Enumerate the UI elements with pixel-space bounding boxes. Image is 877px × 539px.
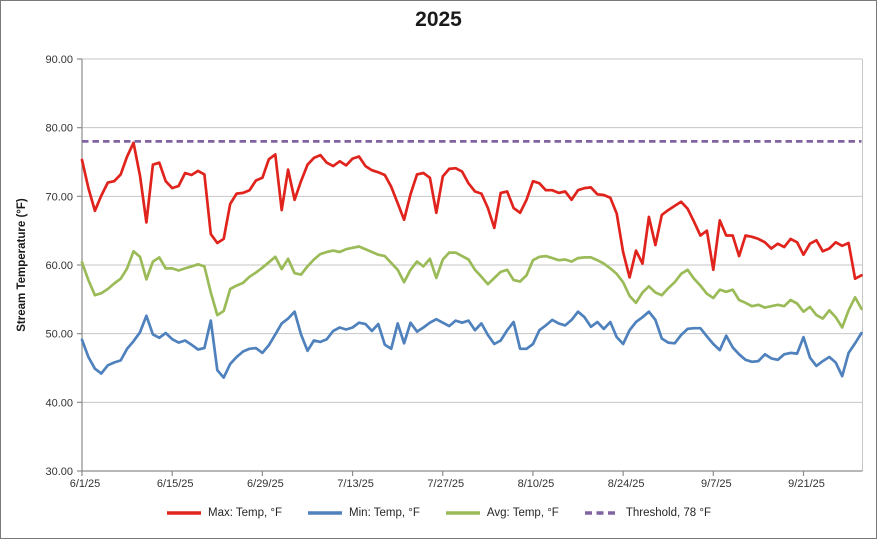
legend-label-3: Threshold, 78 °F xyxy=(625,507,711,519)
x-tick-label: 7/27/25 xyxy=(427,478,464,490)
legend: Max: Temp, °F Min: Temp, °F Avg: Temp, °F T… xyxy=(1,507,876,519)
legend-item-2: Avg: Temp, °F xyxy=(445,507,559,519)
y-tick-label: 90.00 xyxy=(45,54,73,66)
legend-label-0: Max: Temp, °F xyxy=(208,507,283,519)
legend-item-0: Max: Temp, °F xyxy=(166,507,282,519)
x-tick-label: 7/13/25 xyxy=(337,478,374,490)
chart-title: 2025 xyxy=(415,8,462,31)
x-tick-label: 8/10/25 xyxy=(518,478,555,490)
y-tick-label: 60.00 xyxy=(45,260,73,272)
legend-label-2: Avg: Temp, °F xyxy=(486,507,559,519)
series-line-2 xyxy=(80,245,863,329)
legend-item-3: Threshold, 78 °F xyxy=(584,507,711,519)
legend-swatch-2 xyxy=(445,511,480,515)
y-tick-label: 80.00 xyxy=(45,123,73,135)
x-tick-label: 6/29/25 xyxy=(247,478,284,490)
series-line-0 xyxy=(80,141,863,281)
legend-item-1: Min: Temp, °F xyxy=(307,507,420,519)
series-line-1 xyxy=(80,310,863,379)
y-tick-label: 70.00 xyxy=(45,191,73,203)
x-tick-label: 6/15/25 xyxy=(157,478,194,490)
legend-swatch-0 xyxy=(167,511,201,515)
x-tick-label: 8/24/25 xyxy=(608,478,645,490)
y-tick-label: 30.00 xyxy=(45,466,73,478)
legend-label-1: Min: Temp, °F xyxy=(349,507,420,519)
legend-swatch-3 xyxy=(584,511,619,515)
legend-swatch-1 xyxy=(308,511,343,515)
y-tick-label: 50.00 xyxy=(45,329,73,341)
y-tick-label: 40.00 xyxy=(45,397,73,409)
x-tick-label: 9/7/25 xyxy=(701,478,732,490)
x-tick-label: 6/1/25 xyxy=(70,478,101,490)
x-tick-label: 9/21/25 xyxy=(788,478,825,490)
